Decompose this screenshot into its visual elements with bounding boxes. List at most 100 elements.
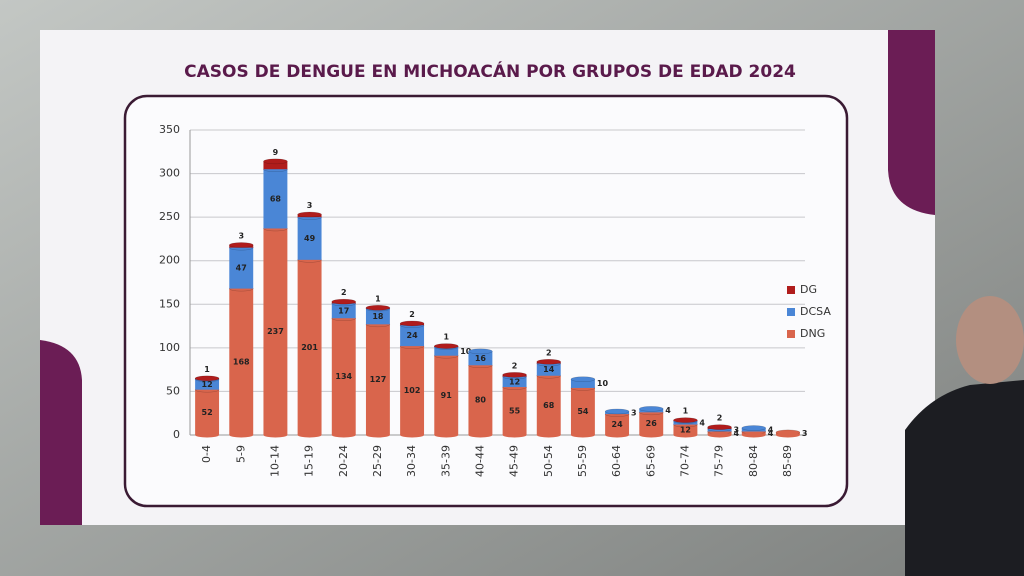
data-label: 24 [407,331,419,340]
x-tick-label: 40-44 [473,445,486,477]
bar-segment [365,324,390,435]
data-label: 2 [512,361,518,370]
data-label: 12 [202,380,213,389]
data-label: 4 [734,429,740,438]
bar-foot [570,432,595,438]
data-label: 1 [375,294,381,303]
segment-top [673,417,698,423]
segment-top [468,348,493,355]
legend-label: DNG [800,327,825,340]
data-label: 80 [475,396,487,405]
x-tick-label: 80-84 [747,445,760,477]
bar-segment [570,379,595,388]
slide-accent-bottom [40,340,82,525]
y-tick-label: 100 [159,341,180,354]
segment-top [639,406,664,412]
person-head [956,296,1024,384]
segment-top [536,359,561,365]
data-label: 12 [509,377,520,386]
bar-segment [263,161,288,170]
segment-top [263,158,288,165]
bar-foot [605,432,630,438]
y-tick-label: 350 [159,123,180,136]
segment-top [502,372,527,378]
data-label: 47 [236,264,247,273]
data-label: 1 [204,365,210,374]
data-label: 2 [546,348,552,357]
segment-top [365,305,391,311]
plot: 0501001502002503003500-4521215-916847310… [159,123,831,477]
segment-top [604,408,630,415]
bar-segment [229,247,254,289]
x-tick-label: 0-4 [200,445,213,463]
bar-segment [605,414,630,435]
y-tick-label: 250 [159,210,180,223]
legend-swatch [787,330,795,338]
y-tick-label: 200 [159,254,180,267]
data-label: 68 [543,401,555,410]
data-label: 3 [734,426,740,435]
data-label: 68 [270,194,282,203]
data-label: 14 [543,365,555,374]
bar-segment [331,303,356,319]
bar-segment [331,318,356,435]
data-label: 54 [577,407,589,416]
x-tick-label: 75-79 [713,445,726,477]
bar-foot [502,432,527,438]
data-label: 4 [699,418,705,427]
bar-segment [468,351,493,366]
x-tick-label: 20-24 [337,445,350,477]
x-tick-label: 65-69 [644,445,657,477]
x-tick-label: 70-74 [678,445,691,477]
segment-top [707,424,732,430]
bar-segment [263,228,288,435]
data-label: 127 [370,375,387,384]
bar-segment [400,325,425,347]
bar-foot [331,432,356,438]
bar-foot [775,432,800,438]
bar-foot [673,432,698,438]
x-tick-label: 55-59 [576,445,589,477]
x-tick-label: 60-64 [610,445,623,477]
data-label: 24 [612,420,624,429]
x-tick-label: 85-89 [781,445,794,477]
bar-foot [639,432,664,438]
bar-foot [365,432,390,438]
segment-top [741,425,766,431]
x-tick-label: 15-19 [303,445,316,477]
data-label: 2 [341,288,347,297]
data-label: 4 [768,425,774,434]
data-label: 1 [683,407,689,416]
bar-segment [434,355,459,435]
legend-label: DG [800,283,817,296]
data-label: 168 [233,357,250,366]
bar-segment [536,363,561,376]
bar-foot [229,432,254,438]
bar-segment [365,308,390,325]
bar-segment [639,412,664,435]
bar-segment [297,259,322,435]
bar-segment [434,346,459,356]
data-label: 4 [665,406,671,415]
data-label: 237 [267,327,284,336]
bar-segment [502,387,527,435]
bar-segment [570,387,595,435]
y-tick-label: 0 [173,428,180,441]
bar-segment [263,169,288,229]
data-label: 16 [475,354,487,363]
person-silhouette [905,380,1024,576]
segment-top [434,343,459,349]
data-label: 12 [680,425,691,434]
bar-segment [673,424,698,435]
segment-top [570,376,596,382]
data-label: 201 [301,343,318,352]
slide-accent-top [888,30,935,215]
x-tick-label: 45-49 [508,445,521,477]
bar-segment [536,375,561,435]
data-label: 134 [335,372,352,381]
bar-foot [468,432,493,438]
x-tick-label: 35-39 [439,445,452,477]
data-label: 2 [409,310,415,319]
x-tick-label: 50-54 [542,445,555,477]
